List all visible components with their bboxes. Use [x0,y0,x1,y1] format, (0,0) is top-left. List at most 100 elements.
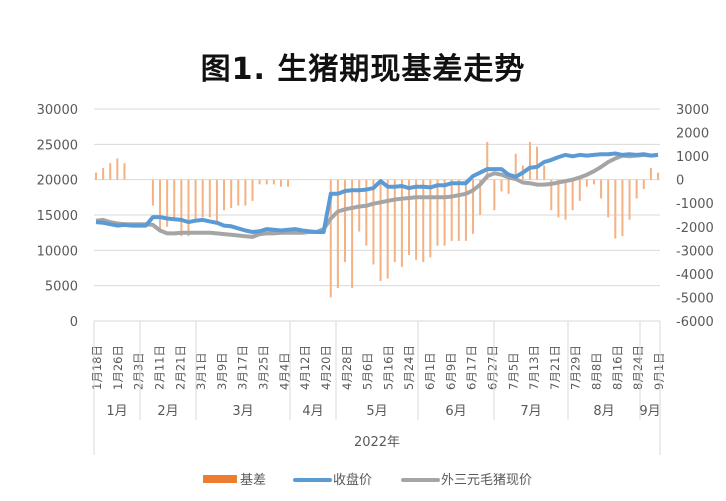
x-tick-label: 3月1日 [194,352,208,390]
left-y-axis: 30000 25000 20000 15000 10000 5000 0 [37,103,78,330]
basis-bar [386,179,389,279]
basis-bar [173,179,176,218]
basis-bar [457,179,460,241]
x-tick-label: 4月12日 [298,345,312,390]
basis-bar [194,179,197,220]
month-label: 7月 [520,404,541,419]
basis-bar [614,179,617,239]
basis-bar [237,179,240,206]
month-label: 3月 [232,404,253,419]
price-lines [95,151,659,239]
month-label: 4月 [302,404,323,419]
basis-bar [187,179,190,237]
basis-bar [464,179,467,241]
basis-bar [571,179,574,211]
basis-bar [649,167,652,180]
basis-bar [443,179,446,246]
x-tick-label: 2月11日 [152,345,166,390]
month-label: 5月 [366,404,387,419]
basis-bar [166,179,169,227]
x-tick-label: 7月21日 [548,345,562,390]
basis-bar [201,179,204,218]
basis-bar [635,179,638,199]
month-label: 8月 [593,404,614,419]
gridlines [94,108,660,322]
basis-bar [244,179,247,206]
basis-bar [493,179,496,211]
month-label: 2月 [157,404,178,419]
x-tick-label: 2月21日 [173,345,187,390]
right-tick-label: 1000 [676,150,709,165]
x-tick-label: 8月8日 [590,352,604,390]
x-tick-label: 2月3日 [132,352,146,390]
legend-swatch-basis [203,475,237,483]
basis-bar [607,179,610,218]
basis-bar [151,179,154,206]
basis-bar [180,179,183,237]
right-y-axis: 3000 2000 1000 0 -1000 -2000 -3000 -4000 -5000 -6… [676,103,714,330]
basis-bar [578,179,581,201]
basis-bar [514,153,517,180]
basis-bar [415,179,418,260]
right-tick-label: 2000 [676,127,709,142]
basis-bar [557,179,560,218]
month-label: 9月 [639,404,660,419]
legend-label: 收盘价 [333,472,372,488]
month-label: 1月 [106,404,127,419]
basis-bar [507,179,510,194]
basis-bar [343,179,346,263]
basis-bar [408,179,411,256]
basis-bar [400,179,403,267]
basis-bar [287,179,290,187]
basis-bar [279,179,282,187]
x-tick-label: 3月9日 [215,352,229,390]
month-label: 6月 [445,404,466,419]
x-tick-label: 3月25日 [257,345,271,390]
chart-title: 图1. 生猪期现基差走势 [200,52,526,87]
x-tick-label: 6月1日 [423,352,437,390]
basis-bar [486,141,489,180]
basis-bar [372,179,375,265]
left-tick-label: 15000 [37,209,78,224]
x-tick-label: 6月17日 [465,345,479,390]
close-price-line [95,151,659,234]
left-tick-label: 25000 [37,138,78,153]
basis-bar [536,146,539,180]
basis-bar [329,179,332,298]
x-tick-label: 3月17日 [236,345,250,390]
basis-bar [230,179,233,208]
legend-label: 外三元毛猪现价 [441,473,532,488]
basis-bar [336,179,339,289]
x-tick-label: 5月6日 [361,352,375,390]
basis-bar [585,179,588,187]
x-tick-label: 7月5日 [506,352,520,390]
basis-bar [223,179,226,211]
basis-bar [95,172,97,180]
right-tick-label: -4000 [676,268,714,283]
right-tick-label: -3000 [676,244,714,259]
basis-bar [116,158,119,180]
x-tick-label: 1月18日 [90,345,104,390]
basis-bar [258,179,261,185]
x-tick-label: 8月16日 [610,345,624,390]
basis-bar [450,179,453,241]
basis-bar [272,179,275,185]
legend-label: 基差 [240,473,266,488]
x-tick-label: 6月9日 [444,352,458,390]
x-tick-label: 6月27日 [485,345,499,390]
basis-bar [393,179,396,263]
x-tick-label: 8月24日 [631,345,645,390]
right-tick-label: 3000 [676,103,709,118]
x-tick-label: 4月20日 [319,345,333,390]
basis-bar [592,179,595,185]
basis-bar [528,141,531,180]
right-tick-label: -6000 [676,315,714,330]
spot-price-line [95,152,659,239]
basis-bar [379,179,382,281]
right-tick-label: 0 [676,174,684,189]
x-tick-label: 4月28日 [340,345,354,390]
basis-bar [208,179,211,218]
right-tick-label: -1000 [676,197,714,212]
basis-bar [550,179,553,211]
